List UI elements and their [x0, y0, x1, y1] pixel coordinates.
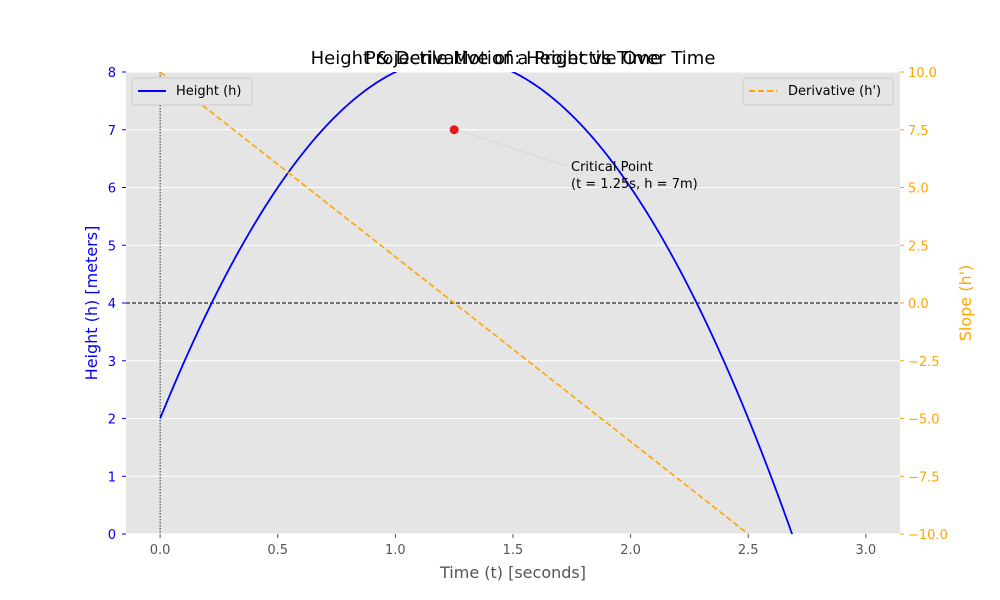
y-left-tick-label: 1 — [108, 470, 116, 485]
y-left-tick-label: 5 — [108, 239, 116, 254]
y-left-tick-label: 6 — [108, 182, 116, 197]
y-axis-left-label: Height (h) [meters] — [82, 226, 101, 381]
x-tick-label: 3.0 — [856, 543, 877, 558]
legend-right-label: Derivative (h') — [788, 84, 881, 99]
y-right-tick-label: −10.0 — [908, 528, 948, 543]
y-left-tick-label: 8 — [108, 66, 116, 81]
y-left-tick-label: 3 — [108, 355, 116, 370]
y-left-tick-label: 7 — [108, 124, 116, 139]
annotation-arrow — [460, 130, 567, 167]
critical-point-marker — [449, 125, 459, 135]
legend-left-label: Height (h) — [176, 84, 242, 99]
legend-right-box — [742, 77, 894, 106]
legend-left: Height (h) — [131, 77, 253, 106]
y-right-tick-label: 5.0 — [908, 182, 929, 197]
y-right-tick-label: 7.5 — [908, 124, 929, 139]
x-tick-label: 2.5 — [738, 543, 759, 558]
chart-title-overlap: Projectile Motion: Height vs Time — [365, 48, 661, 69]
y-right-tick-label: −7.5 — [908, 470, 940, 485]
y-left-tick-label: 2 — [108, 413, 116, 428]
y-right-tick-label: −5.0 — [908, 413, 940, 428]
x-tick-label: 1.0 — [385, 543, 406, 558]
series-derivative-line — [159, 72, 749, 534]
x-tick-label: 1.5 — [503, 543, 524, 558]
annotation-line-2: (t = 1.25s, h = 7m) — [571, 177, 698, 192]
axes: 0 1 2 3 4 5 6 7 8 −10.0 −7.5 −5.0 −2.5 0.0 2.5 5.0 7.5 10… — [108, 66, 948, 558]
x-tick-label: 0.5 — [267, 543, 288, 558]
series-layer — [159, 72, 794, 534]
y-right-tick-label: 2.5 — [908, 239, 929, 254]
y-axis-right-label: Slope (h') — [956, 265, 975, 342]
legend-right: Derivative (h') — [742, 77, 894, 106]
series-height-line — [159, 72, 794, 534]
grid — [126, 71, 900, 535]
y-left-tick-label: 4 — [108, 297, 116, 312]
y-right-tick-label: 0.0 — [908, 297, 929, 312]
chart-title: Height & Derivative of a Projectile Over… — [311, 48, 716, 69]
y-left-tick-label: 0 — [108, 528, 116, 543]
x-tick-label: 0.0 — [150, 543, 171, 558]
x-tick-label: 2.0 — [620, 543, 641, 558]
y-right-tick-label: −2.5 — [908, 355, 940, 370]
x-axis-label: Time (t) [seconds] — [439, 563, 586, 582]
annotation-layer: Critical Point (t = 1.25s, h = 7m) — [449, 125, 698, 192]
reference-lines — [126, 72, 900, 534]
annotation-line-1: Critical Point — [571, 160, 653, 175]
legend-left-box — [131, 77, 253, 106]
y-right-tick-label: 10.0 — [908, 66, 937, 81]
